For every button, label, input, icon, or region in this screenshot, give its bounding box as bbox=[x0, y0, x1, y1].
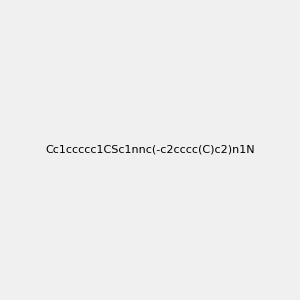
Text: Cc1ccccc1CSc1nnc(-c2cccc(C)c2)n1N: Cc1ccccc1CSc1nnc(-c2cccc(C)c2)n1N bbox=[45, 145, 255, 155]
